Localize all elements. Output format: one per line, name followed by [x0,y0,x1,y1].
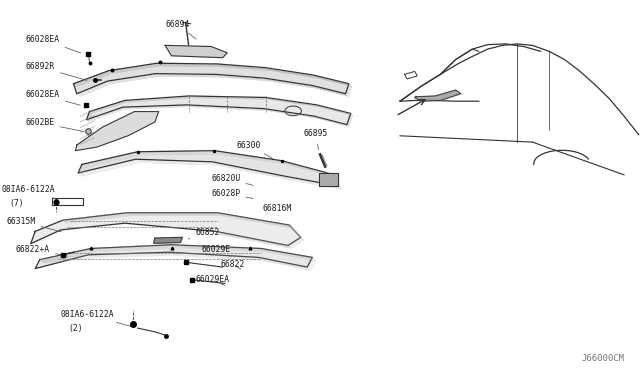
Text: 66892R: 66892R [26,62,87,80]
Polygon shape [31,213,301,246]
Text: 08IA6-6122A: 08IA6-6122A [61,310,132,327]
Text: 66852: 66852 [188,228,220,239]
Text: 66822+A: 66822+A [16,245,68,256]
Text: 66028EA: 66028EA [26,35,81,53]
Text: (2): (2) [68,324,83,333]
Text: 6602BE: 6602BE [26,118,84,132]
Text: J66000CM: J66000CM [581,355,624,363]
Text: 66315M: 66315M [6,217,61,232]
Text: 66028EA: 66028EA [26,90,81,105]
Polygon shape [35,245,312,269]
Polygon shape [76,112,159,151]
Text: 66300: 66300 [237,141,273,158]
Polygon shape [74,63,349,94]
Polygon shape [78,151,338,186]
Text: 66029E: 66029E [202,245,231,257]
Text: 66895: 66895 [304,129,328,150]
Polygon shape [154,237,182,243]
Text: 66894: 66894 [165,20,196,39]
Text: 66028P: 66028P [211,189,253,199]
Text: 66029EA: 66029EA [195,275,229,285]
Text: 66822: 66822 [221,260,245,269]
Polygon shape [86,96,351,125]
Polygon shape [319,173,338,186]
Text: 66816M: 66816M [262,204,292,216]
Text: 66820U: 66820U [211,174,253,185]
Polygon shape [165,45,227,58]
Text: 08IA6-6122A: 08IA6-6122A [2,185,58,200]
Polygon shape [415,90,461,101]
Text: (7): (7) [10,199,24,208]
